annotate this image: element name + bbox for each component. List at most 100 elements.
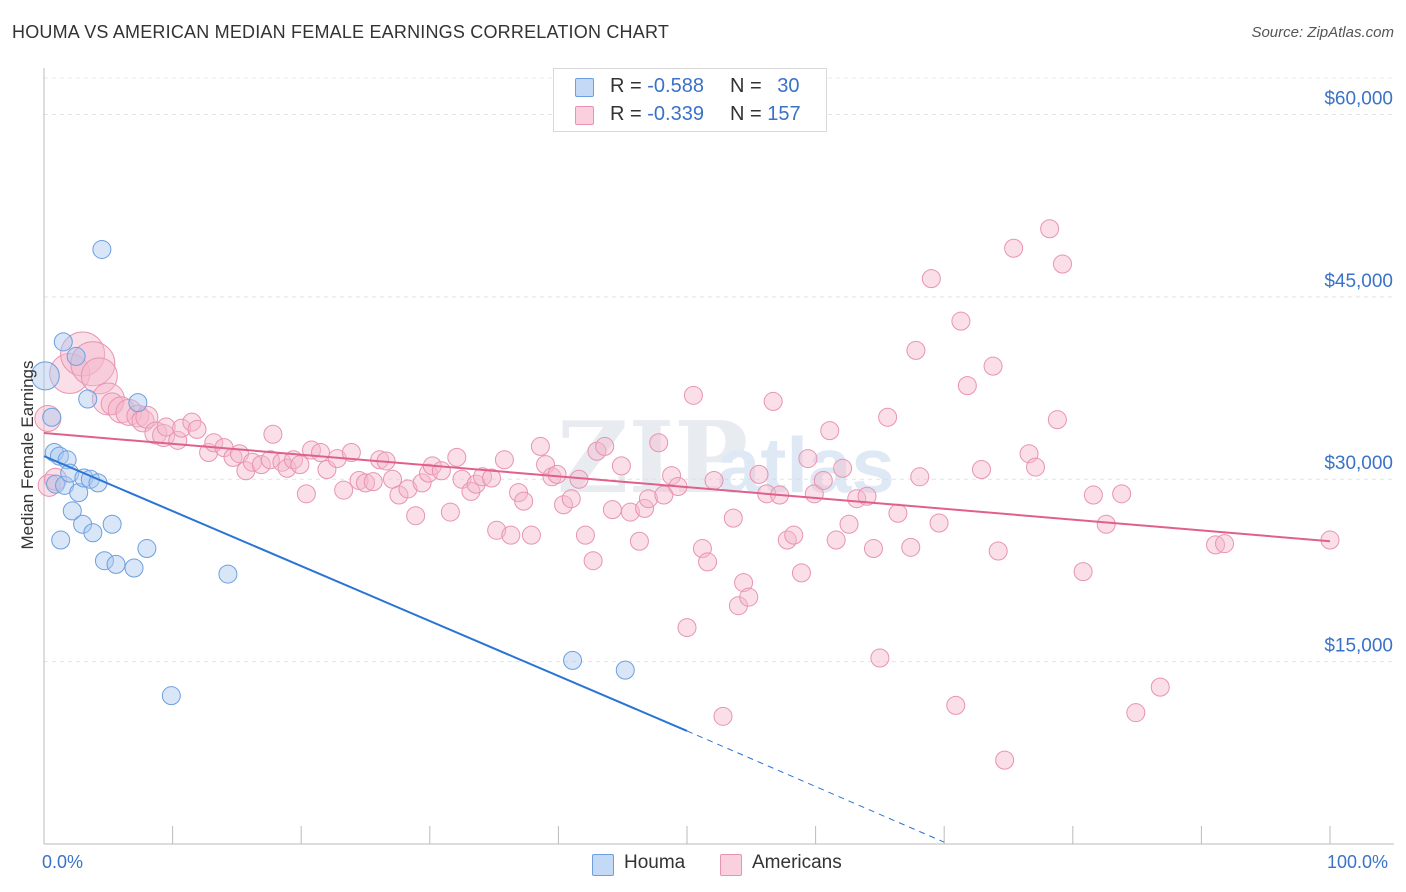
- americans-point: [310, 442, 330, 462]
- houma-point: [92, 239, 112, 259]
- y-tick-label: $45,000: [1324, 271, 1393, 292]
- axes: [43, 68, 1394, 845]
- americans-point: [398, 479, 418, 499]
- houma-point: [218, 564, 238, 584]
- americans-n-label: N =: [730, 103, 768, 125]
- americans-point: [784, 525, 804, 545]
- americans-point: [951, 311, 971, 331]
- americans-point: [91, 382, 125, 416]
- americans-point: [1150, 677, 1170, 697]
- y-tick-label: $30,000: [1324, 453, 1393, 474]
- y-tick-label: $15,000: [1324, 636, 1393, 657]
- trend-lines: [43, 432, 1331, 843]
- americans-point: [263, 424, 283, 444]
- americans-point: [863, 539, 883, 559]
- americans-r-label: R =: [610, 103, 648, 125]
- americans-point: [878, 407, 898, 427]
- houma-point: [124, 558, 144, 578]
- americans-point: [575, 525, 595, 545]
- americans-point: [49, 352, 91, 394]
- stats-legend: R = -0.588 N = 30 R = -0.339 N = 157: [553, 68, 827, 132]
- americans-point: [521, 525, 541, 545]
- americans-point: [683, 385, 703, 405]
- series-americans: [34, 219, 1340, 770]
- americans-r-value: -0.339: [647, 103, 704, 125]
- americans-point: [723, 508, 743, 528]
- scatter-points: [30, 219, 1340, 770]
- americans-point: [554, 495, 574, 515]
- americans-point: [791, 563, 811, 583]
- americans-point: [547, 464, 567, 484]
- series-houma: [30, 239, 635, 706]
- americans-point: [777, 530, 797, 550]
- houma-point: [137, 539, 157, 559]
- americans-point: [296, 484, 316, 504]
- americans-point: [857, 486, 877, 506]
- americans-point: [412, 473, 432, 493]
- watermark: ZIP atlas: [557, 401, 895, 516]
- houma-n: N = 30: [730, 71, 800, 101]
- houma-n-value: 30: [777, 75, 800, 97]
- houma-point: [106, 554, 126, 574]
- americans-point: [440, 502, 460, 522]
- americans-n: N = 157: [730, 99, 801, 129]
- americans-point: [906, 340, 926, 360]
- houma-point: [69, 483, 89, 503]
- houma-point: [42, 407, 62, 427]
- americans-point: [921, 269, 941, 289]
- americans-point: [910, 467, 930, 487]
- americans-trend-line: [43, 432, 1331, 543]
- americans-point: [260, 450, 280, 470]
- houma-point: [51, 530, 71, 550]
- houma-point: [102, 514, 122, 534]
- americans-point: [638, 489, 658, 509]
- houma-point: [563, 650, 583, 670]
- houma-point: [53, 332, 73, 352]
- houma-point: [161, 686, 181, 706]
- source-label: Source: ZipAtlas.com: [1251, 24, 1394, 41]
- americans-point: [870, 648, 890, 668]
- americans-point: [813, 470, 833, 490]
- americans-point: [1026, 457, 1046, 477]
- americans-point: [334, 480, 354, 500]
- houma-point: [128, 393, 148, 413]
- americans-swatch: [575, 106, 594, 125]
- houma-point: [30, 361, 60, 391]
- americans-point: [1126, 703, 1146, 723]
- americans-point: [494, 450, 514, 470]
- americans-point: [80, 357, 118, 395]
- houma-trend-line: [43, 455, 688, 732]
- americans-point: [826, 530, 846, 550]
- americans-point: [356, 473, 375, 493]
- americans-point: [37, 473, 61, 497]
- americans-point: [713, 706, 733, 726]
- americans-point: [290, 455, 310, 475]
- americans-point: [1215, 534, 1235, 554]
- americans-point: [704, 470, 724, 490]
- americans-point: [820, 421, 840, 441]
- americans-point: [187, 419, 207, 439]
- houma-point: [94, 551, 114, 571]
- houma-r-value: -0.588: [647, 75, 704, 97]
- americans-point: [1096, 514, 1116, 534]
- americans-point: [595, 436, 615, 456]
- americans-point: [1073, 562, 1093, 582]
- houma-r: R = -0.588: [610, 71, 704, 101]
- americans-point: [798, 449, 818, 469]
- americans-point: [530, 436, 550, 456]
- houma-point: [66, 346, 86, 366]
- bottom-legend-americans-label: Americans: [752, 852, 842, 873]
- y-tick-labels: $15,000 $30,000 $45,000 $60,000: [1324, 88, 1393, 656]
- houma-point: [615, 660, 635, 680]
- americans-point: [649, 433, 669, 453]
- houma-point: [62, 501, 82, 521]
- x-tick-label-left: 0.0%: [42, 852, 84, 872]
- americans-point: [734, 573, 754, 593]
- americans-point: [749, 464, 769, 484]
- americans-point: [698, 552, 718, 572]
- americans-point: [1040, 219, 1060, 239]
- americans-point: [901, 537, 921, 557]
- americans-point: [611, 456, 631, 476]
- houma-point: [83, 523, 103, 543]
- watermark-zip: ZIP: [557, 401, 748, 516]
